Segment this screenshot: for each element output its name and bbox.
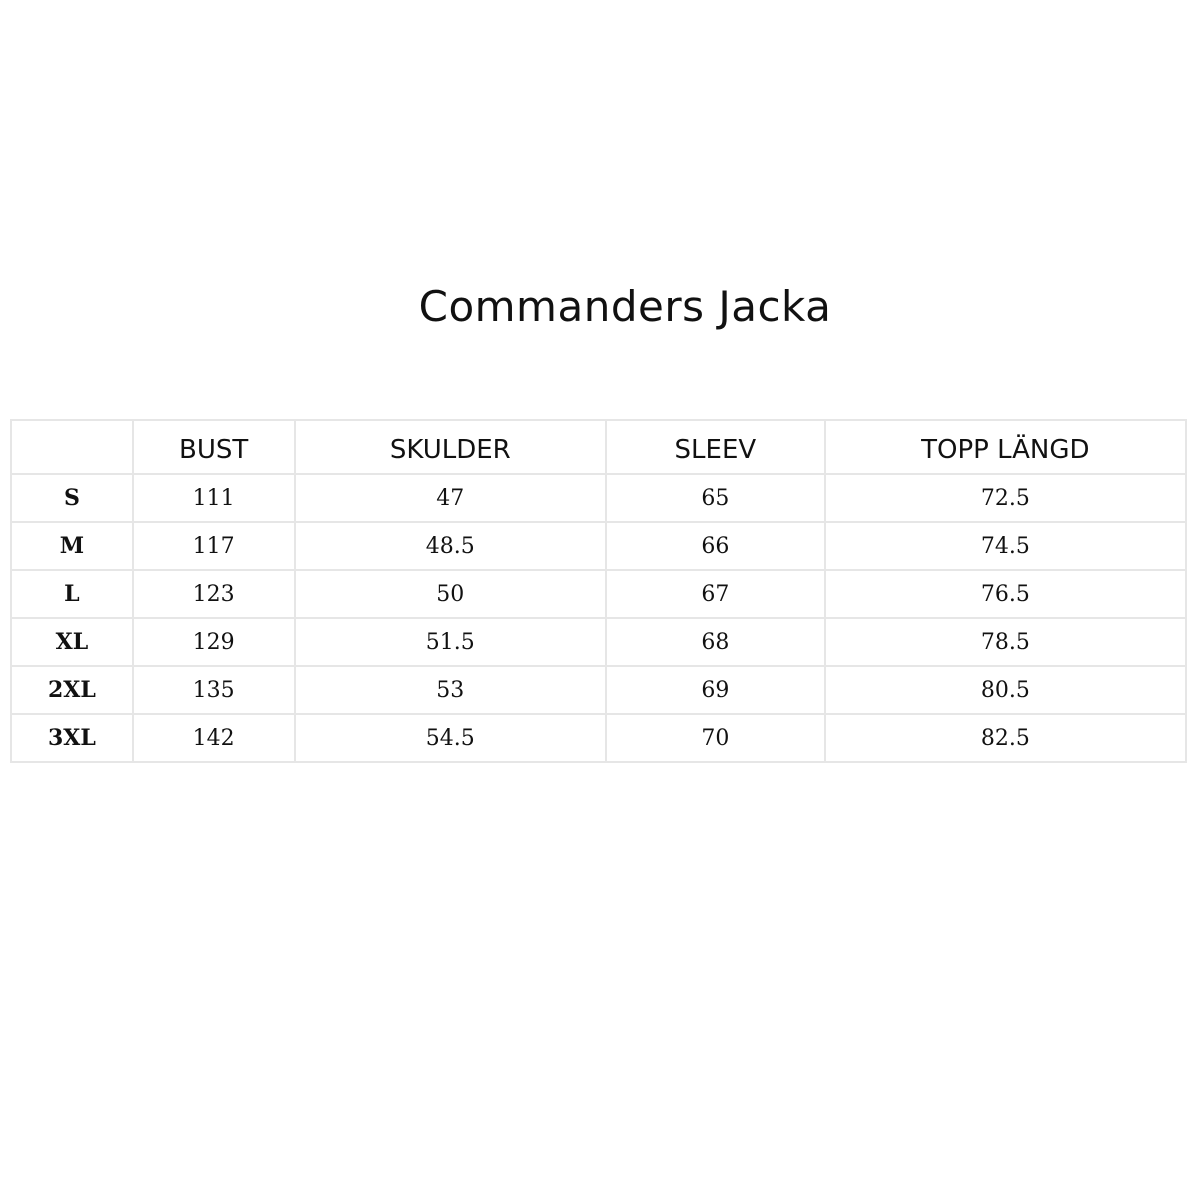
measurement-cell: 50 bbox=[293, 569, 608, 619]
measurement-cell: 48.5 bbox=[293, 521, 608, 571]
measurement-cell: 53 bbox=[293, 665, 608, 715]
measurement-cell: 129 bbox=[131, 617, 296, 667]
page-title: Commanders Jacka bbox=[418, 282, 832, 331]
measurement-cell: 54.5 bbox=[293, 713, 608, 763]
table-row: L 123 50 67 76.5 bbox=[10, 569, 1188, 619]
measurement-cell: 135 bbox=[131, 665, 296, 715]
measurement-cell: 111 bbox=[131, 473, 296, 523]
size-label: 2XL bbox=[10, 665, 134, 715]
measurement-cell: 80.5 bbox=[823, 665, 1188, 715]
column-header: TOPP LÄNGD bbox=[823, 419, 1188, 475]
table-row: 2XL 135 53 69 80.5 bbox=[10, 665, 1188, 715]
measurement-cell: 68 bbox=[605, 617, 826, 667]
size-chart-table: BUST SKULDER SLEEV TOPP LÄNGD S 111 47 65 72.5 M… bbox=[10, 419, 1188, 763]
size-label: M bbox=[10, 521, 134, 571]
column-header: SKULDER bbox=[293, 419, 608, 475]
table-row: M 117 48.5 66 74.5 bbox=[10, 521, 1188, 571]
measurement-cell: 66 bbox=[605, 521, 826, 571]
size-label: S bbox=[10, 473, 134, 523]
measurement-cell: 78.5 bbox=[823, 617, 1188, 667]
size-label: L bbox=[10, 569, 134, 619]
table-row: S 111 47 65 72.5 bbox=[10, 473, 1188, 523]
measurement-cell: 51.5 bbox=[293, 617, 608, 667]
measurement-cell: 117 bbox=[131, 521, 296, 571]
measurement-cell: 123 bbox=[131, 569, 296, 619]
measurement-cell: 47 bbox=[293, 473, 608, 523]
table-row: 3XL 142 54.5 70 82.5 bbox=[10, 713, 1188, 763]
column-header: SLEEV bbox=[605, 419, 826, 475]
measurement-cell: 65 bbox=[605, 473, 826, 523]
measurement-cell: 76.5 bbox=[823, 569, 1188, 619]
header-row: BUST SKULDER SLEEV TOPP LÄNGD bbox=[10, 419, 1188, 475]
measurement-cell: 69 bbox=[605, 665, 826, 715]
size-label: XL bbox=[10, 617, 134, 667]
measurement-cell: 74.5 bbox=[823, 521, 1188, 571]
measurement-cell: 70 bbox=[605, 713, 826, 763]
measurement-cell: 72.5 bbox=[823, 473, 1188, 523]
measurement-cell: 142 bbox=[131, 713, 296, 763]
table-row: XL 129 51.5 68 78.5 bbox=[10, 617, 1188, 667]
size-label: 3XL bbox=[10, 713, 134, 763]
measurement-cell: 82.5 bbox=[823, 713, 1188, 763]
measurement-cell: 67 bbox=[605, 569, 826, 619]
column-header: BUST bbox=[131, 419, 296, 475]
column-header bbox=[10, 419, 134, 475]
